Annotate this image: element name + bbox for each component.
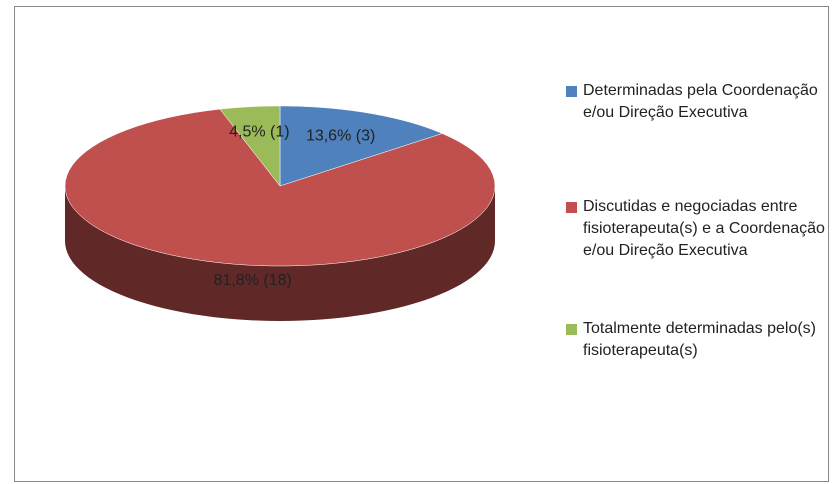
- legend-entry: Determinadas pela Coordenação e/ou Direç…: [566, 80, 828, 124]
- legend-entry: Totalmente determinadas pelo(s) fisioter…: [566, 318, 828, 362]
- legend-swatch: [566, 202, 577, 213]
- data-label: 13,6% (3): [306, 128, 375, 145]
- pie-side: [65, 186, 495, 321]
- pie-slice: [279, 105, 444, 187]
- data-label: 4,5% (1): [229, 123, 289, 140]
- legend-label: Discutidas e negociadas entre fisioterap…: [583, 198, 825, 259]
- legend-label: Determinadas pela Coordenação e/ou Direç…: [583, 82, 818, 121]
- pie-slice: [219, 105, 281, 187]
- pie-slice: [64, 108, 496, 267]
- legend-swatch: [566, 324, 577, 335]
- legend-swatch: [566, 86, 577, 97]
- chart-frame: [14, 6, 829, 482]
- legend-entry: Discutidas e negociadas entre fisioterap…: [566, 196, 828, 262]
- legend-label: Totalmente determinadas pelo(s) fisioter…: [583, 320, 817, 359]
- data-label: 81,8% (18): [214, 272, 292, 289]
